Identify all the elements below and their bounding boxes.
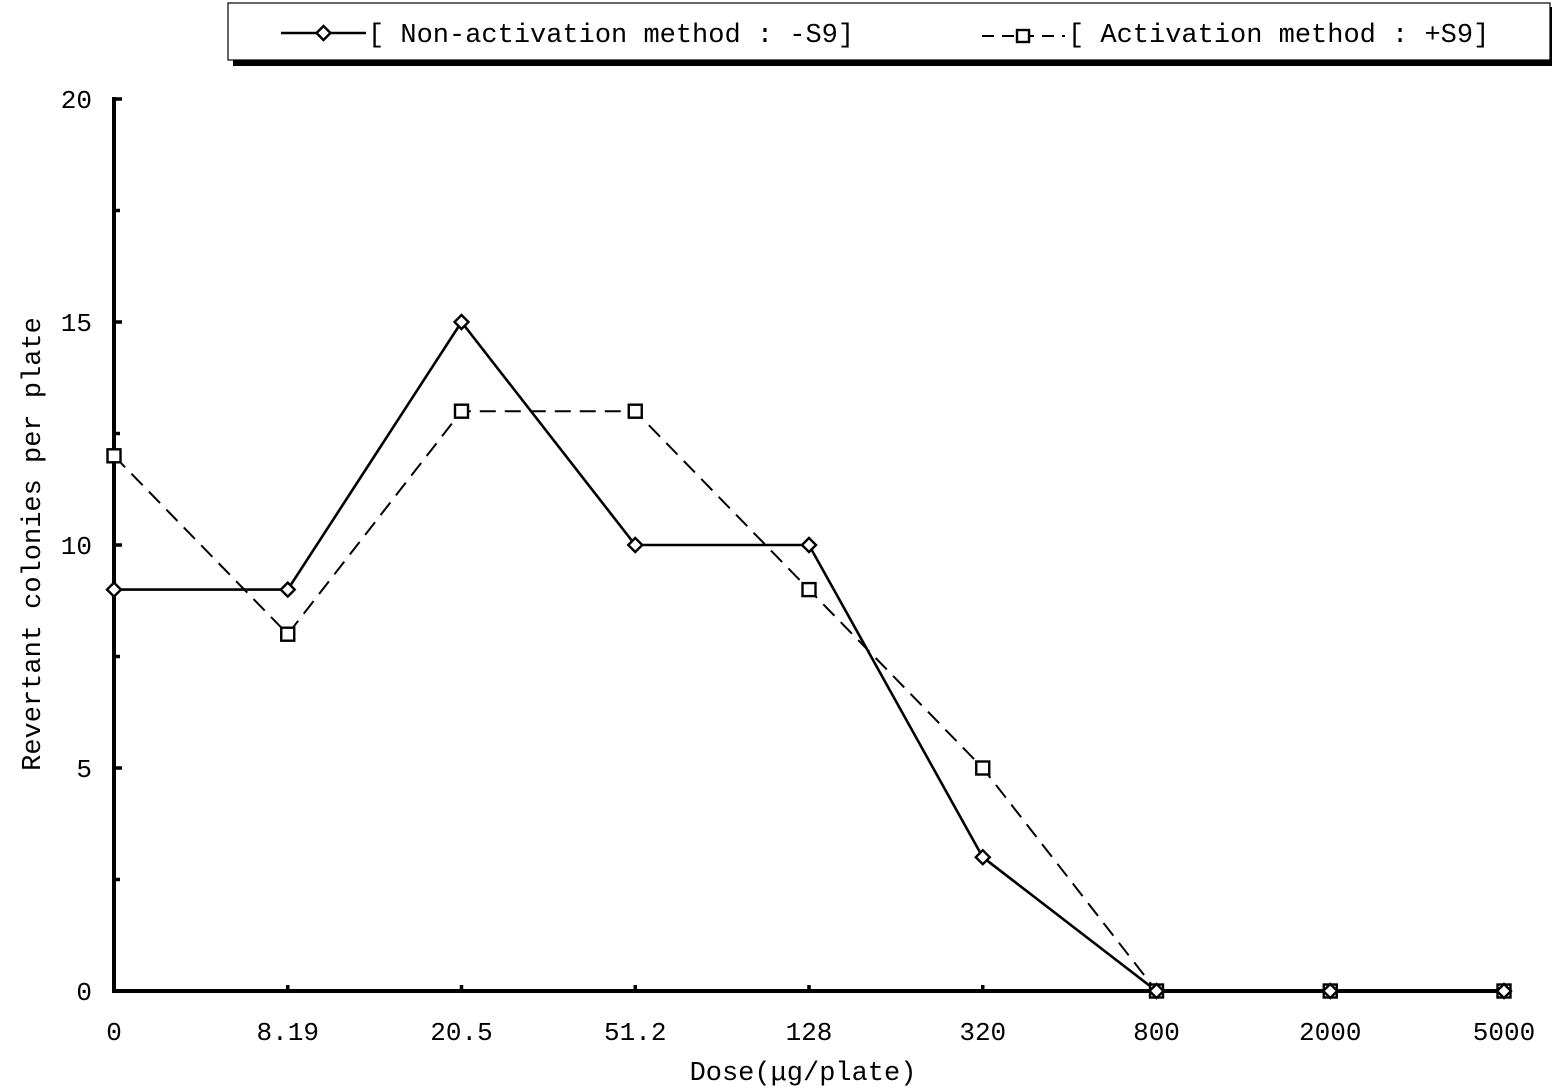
y-tick-label: 5 xyxy=(76,755,92,785)
data-point-non-activation xyxy=(626,536,644,554)
legend-label-non-activation: [ Non-activation method : -S9] xyxy=(368,21,854,51)
x-ticks: 0 8.19 20.5 51.2 128 320 800 2000 5000 xyxy=(106,985,1535,1048)
x-tick-label: 128 xyxy=(786,1018,833,1048)
data-point-non-activation xyxy=(279,580,297,599)
x-tick-label: 0 xyxy=(106,1018,122,1048)
data-point-activation xyxy=(280,626,296,642)
y-axis: 0 5 10 15 20 xyxy=(61,86,122,1008)
y-ticks: 0 5 10 15 20 xyxy=(61,86,122,1008)
x-tick-label: 2000 xyxy=(1299,1018,1361,1048)
y-tick-label: 20 xyxy=(61,86,92,116)
data-point-non-activation xyxy=(105,580,123,599)
series-line-activation xyxy=(113,410,1504,992)
y-tick-label: 10 xyxy=(61,532,92,562)
x-tick-label: 51.2 xyxy=(604,1018,666,1048)
legend-square-marker xyxy=(1015,28,1031,44)
legend-label-activation: [ Activation method : +S9] xyxy=(1068,21,1489,51)
data-point-non-activation xyxy=(1495,982,1513,1000)
x-axis-title: Dose(μg/plate) xyxy=(690,1059,917,1089)
y-tick-label: 15 xyxy=(61,309,92,339)
data-point-activation xyxy=(453,403,470,419)
data-point-activation xyxy=(801,581,817,598)
data-point-non-activation xyxy=(1321,982,1339,1000)
x-tick-label: 800 xyxy=(1133,1018,1180,1048)
legend: [ Non-activation method : -S9] [ Activat… xyxy=(227,2,1552,66)
data-point-activation xyxy=(627,403,643,419)
series-line-non-activation xyxy=(114,319,1504,993)
x-tick-label: 8.19 xyxy=(257,1018,319,1048)
data-point-non-activation xyxy=(1147,982,1166,1000)
data-point-non-activation xyxy=(452,313,471,331)
x-axis: 0 8.19 20.5 51.2 128 320 800 2000 5000 xyxy=(106,985,1535,1048)
plot-series xyxy=(105,313,1513,1000)
data-point-activation xyxy=(106,448,122,464)
data-point-non-activation xyxy=(800,536,818,554)
data-point-activation xyxy=(975,760,991,776)
y-axis-title: Revertant colonies per plate xyxy=(19,317,49,771)
legend-box xyxy=(227,2,1551,61)
data-point-non-activation xyxy=(974,848,992,866)
x-tick-label: 5000 xyxy=(1473,1018,1535,1048)
x-tick-label: 320 xyxy=(959,1018,1006,1048)
y-tick-label: 0 xyxy=(76,978,92,1008)
legend-diamond-marker xyxy=(314,24,333,42)
x-tick-label: 20.5 xyxy=(430,1018,492,1048)
